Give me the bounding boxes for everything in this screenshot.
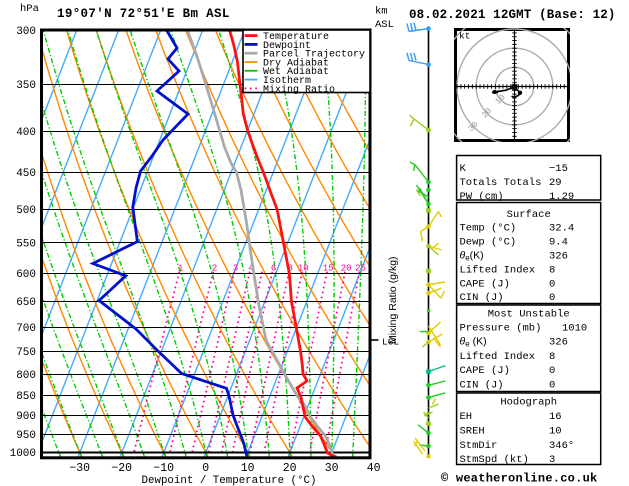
svg-text:950: 950 bbox=[16, 430, 36, 442]
svg-text:550: 550 bbox=[16, 239, 36, 251]
svg-text:6: 6 bbox=[271, 264, 276, 274]
svg-text:600: 600 bbox=[16, 269, 36, 281]
svg-text:10: 10 bbox=[241, 462, 255, 475]
svg-text:kt: kt bbox=[459, 31, 470, 42]
svg-text:hPa: hPa bbox=[20, 3, 39, 15]
svg-text:30: 30 bbox=[325, 462, 339, 475]
svg-text:700: 700 bbox=[16, 323, 36, 335]
svg-text:Dewp (°C): Dewp (°C) bbox=[460, 237, 517, 249]
svg-text:16: 16 bbox=[549, 411, 562, 423]
svg-text:8: 8 bbox=[549, 351, 555, 363]
svg-text:450: 450 bbox=[16, 168, 36, 180]
svg-text:10: 10 bbox=[298, 264, 309, 274]
svg-text:10: 10 bbox=[549, 425, 562, 437]
svg-text:32.4: 32.4 bbox=[549, 223, 574, 235]
svg-text:20: 20 bbox=[283, 462, 297, 475]
svg-text:Pressure (mb): Pressure (mb) bbox=[460, 323, 542, 335]
svg-text:0: 0 bbox=[549, 278, 555, 290]
svg-text:19°07'N 72°51'E Bm ASL: 19°07'N 72°51'E Bm ASL bbox=[57, 7, 230, 21]
svg-text:θe (K): θe (K) bbox=[460, 336, 487, 349]
svg-text:Dry Adiabat: Dry Adiabat bbox=[263, 57, 329, 69]
svg-text:Mixing Ratio: Mixing Ratio bbox=[263, 84, 335, 96]
svg-text:1010: 1010 bbox=[562, 323, 587, 335]
svg-text:400: 400 bbox=[16, 127, 36, 139]
svg-text:0: 0 bbox=[549, 365, 555, 377]
svg-text:CAPE (J): CAPE (J) bbox=[460, 365, 510, 377]
svg-text:0: 0 bbox=[549, 292, 555, 304]
svg-text:4: 4 bbox=[248, 264, 253, 274]
svg-text:CAPE (J): CAPE (J) bbox=[460, 278, 510, 290]
svg-text:Temperature: Temperature bbox=[263, 32, 329, 43]
svg-text:326: 326 bbox=[549, 337, 568, 349]
svg-text:−10: −10 bbox=[153, 462, 174, 475]
svg-text:Dewpoint: Dewpoint bbox=[263, 40, 311, 52]
svg-text:2: 2 bbox=[212, 264, 217, 274]
svg-text:29: 29 bbox=[549, 177, 562, 189]
svg-text:Lifted Index: Lifted Index bbox=[460, 351, 536, 363]
svg-text:CIN (J): CIN (J) bbox=[460, 379, 504, 391]
svg-text:Most Unstable: Most Unstable bbox=[488, 309, 570, 321]
svg-text:20: 20 bbox=[341, 264, 352, 274]
svg-text:350: 350 bbox=[16, 80, 36, 92]
svg-text:500: 500 bbox=[16, 205, 36, 217]
svg-text:Surface: Surface bbox=[507, 209, 551, 221]
svg-text:650: 650 bbox=[16, 297, 36, 309]
svg-text:EH: EH bbox=[460, 411, 473, 423]
svg-text:300: 300 bbox=[16, 26, 36, 38]
svg-text:1000: 1000 bbox=[10, 448, 36, 460]
svg-text:StmDir: StmDir bbox=[460, 440, 498, 452]
svg-text:1: 1 bbox=[178, 264, 183, 274]
svg-text:0: 0 bbox=[549, 379, 555, 391]
svg-text:15: 15 bbox=[323, 264, 334, 274]
svg-text:km: km bbox=[375, 6, 388, 18]
svg-text:326: 326 bbox=[549, 251, 568, 263]
svg-text:1.29: 1.29 bbox=[549, 191, 574, 203]
svg-text:PW (cm): PW (cm) bbox=[460, 191, 504, 203]
svg-text:SREH: SREH bbox=[460, 425, 485, 437]
svg-text:Totals Totals: Totals Totals bbox=[460, 177, 542, 189]
svg-text:8: 8 bbox=[287, 264, 292, 274]
svg-text:© weatheronline.co.uk: © weatheronline.co.uk bbox=[441, 472, 597, 486]
svg-text:Parcel Trajectory: Parcel Trajectory bbox=[263, 49, 365, 61]
svg-text:800: 800 bbox=[16, 370, 36, 382]
svg-text:ASL: ASL bbox=[375, 19, 394, 31]
svg-text:25: 25 bbox=[355, 264, 366, 274]
svg-text:Isotherm: Isotherm bbox=[263, 75, 311, 87]
svg-text:750: 750 bbox=[16, 347, 36, 359]
svg-text:3: 3 bbox=[549, 454, 555, 466]
svg-text:−20: −20 bbox=[111, 462, 132, 475]
svg-text:Wet Adiabat: Wet Adiabat bbox=[263, 66, 329, 78]
svg-text:θe(K): θe(K) bbox=[460, 250, 484, 263]
svg-text:40: 40 bbox=[367, 462, 381, 475]
svg-text:−15: −15 bbox=[549, 163, 568, 175]
svg-text:0: 0 bbox=[202, 462, 209, 475]
svg-text:Lifted Index: Lifted Index bbox=[460, 264, 536, 276]
svg-text:StmSpd (kt): StmSpd (kt) bbox=[460, 454, 529, 466]
svg-text:CIN (J): CIN (J) bbox=[460, 292, 504, 304]
svg-text:Mixing Ratio (g/kg): Mixing Ratio (g/kg) bbox=[387, 256, 399, 344]
svg-text:9.4: 9.4 bbox=[549, 237, 568, 249]
svg-text:K: K bbox=[460, 163, 467, 175]
svg-text:−30: −30 bbox=[69, 462, 90, 475]
svg-text:Temp (°C): Temp (°C) bbox=[460, 223, 517, 235]
svg-text:8: 8 bbox=[549, 264, 555, 276]
svg-text:08.02.2021 12GMT (Base: 12): 08.02.2021 12GMT (Base: 12) bbox=[409, 8, 616, 22]
svg-text:Dewpoint / Temperature (°C): Dewpoint / Temperature (°C) bbox=[142, 475, 317, 486]
svg-text:900: 900 bbox=[16, 411, 36, 423]
svg-text:850: 850 bbox=[16, 391, 36, 403]
svg-text:3: 3 bbox=[233, 264, 238, 274]
svg-text:346°: 346° bbox=[549, 440, 574, 452]
svg-text:Hodograph: Hodograph bbox=[500, 397, 557, 409]
svg-text:LCL: LCL bbox=[382, 337, 399, 348]
